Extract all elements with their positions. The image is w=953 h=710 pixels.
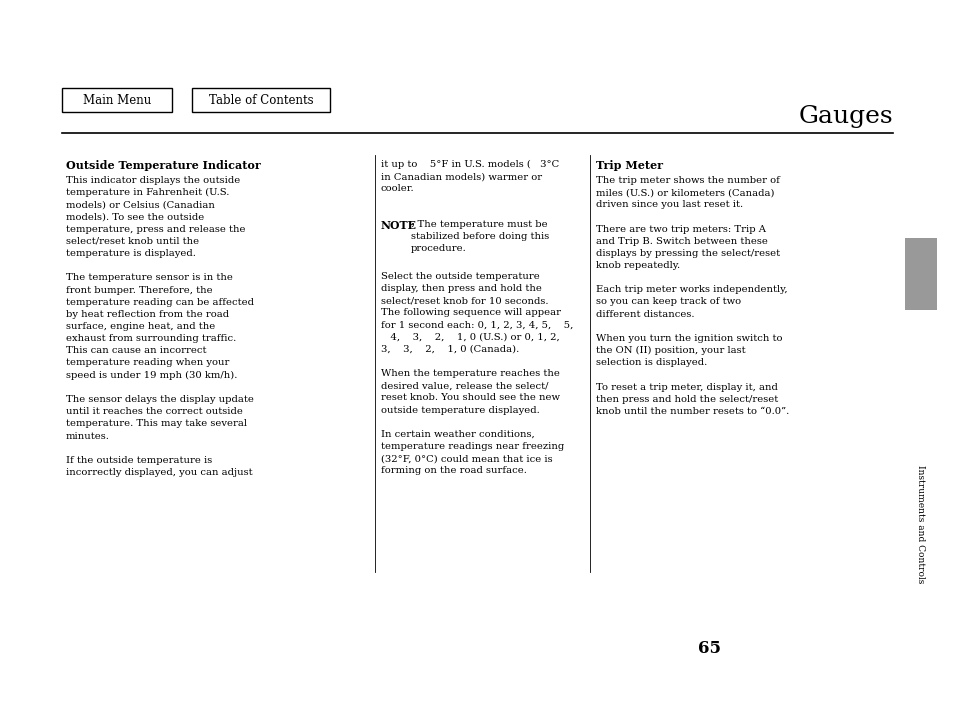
Text: Outside Temperature Indicator: Outside Temperature Indicator bbox=[66, 160, 260, 171]
Text: Main Menu: Main Menu bbox=[83, 94, 151, 106]
Text: This indicator displays the outside
temperature in Fahrenheit (U.S.
models) or C: This indicator displays the outside temp… bbox=[66, 176, 253, 477]
Bar bbox=[62, 88, 172, 112]
Text: Gauges: Gauges bbox=[798, 105, 892, 128]
Text: Select the outside temperature
display, then press and hold the
select/reset kno: Select the outside temperature display, … bbox=[380, 272, 573, 476]
Text: The trip meter shows the number of
miles (U.S.) or kilometers (Canada)
driven si: The trip meter shows the number of miles… bbox=[596, 176, 788, 416]
Text: 65: 65 bbox=[698, 640, 720, 657]
Text: it up to    5°F in U.S. models (   3°C
in Canadian models) warmer or
cooler.: it up to 5°F in U.S. models ( 3°C in Can… bbox=[380, 160, 558, 193]
Bar bbox=[192, 88, 330, 112]
Text: Table of Contents: Table of Contents bbox=[209, 94, 313, 106]
Text: Instruments and Controls: Instruments and Controls bbox=[916, 465, 924, 584]
Text: Trip Meter: Trip Meter bbox=[596, 160, 662, 171]
Text: : The temperature must be
stabilized before doing this
procedure.: : The temperature must be stabilized bef… bbox=[411, 220, 549, 253]
Bar bbox=[904, 238, 936, 310]
Text: NOTE: NOTE bbox=[380, 220, 416, 231]
